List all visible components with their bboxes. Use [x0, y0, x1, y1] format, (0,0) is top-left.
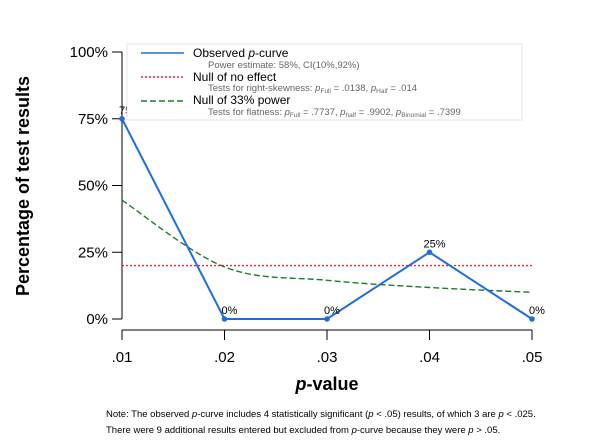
legend-box [126, 43, 523, 121]
legend-observed-sub: Power estimate: 58%, CI(10%,92%) [208, 60, 360, 71]
observed-point-label: 0% [324, 305, 340, 317]
observed-point [324, 316, 330, 322]
observed-point [529, 316, 535, 322]
x-tick-label: .03 [317, 349, 338, 366]
legend-observed-label: Observed p-curve [193, 46, 289, 60]
observed-point [119, 115, 125, 122]
x-axis-ticks: .01 .02 .03 .04 .05 [112, 330, 543, 366]
y-axis-title: Percentage of test results [13, 76, 33, 296]
y-tick-label: 25% [78, 244, 108, 261]
observed-point-label: 0% [529, 305, 545, 317]
null-33-power-line [121, 199, 533, 293]
legend-null-sub: Tests for right-skewness: pFull = .0138,… [208, 83, 417, 95]
legend: Observed p-curve Power estimate: 58%, CI… [126, 43, 523, 121]
y-axis-ticks: 0% 25% 50% 75% 100% [70, 44, 122, 328]
legend-null-label: Null of no effect [193, 70, 277, 84]
y-tick-label: 100% [70, 44, 108, 61]
observed-point-label: 0% [222, 305, 238, 317]
x-tick-label: .01 [112, 349, 133, 366]
series-layer: 75%0%0%25%0% [119, 105, 545, 322]
x-tick-label: .02 [214, 349, 235, 366]
y-tick-label: 75% [78, 111, 108, 128]
legend-power-sub: Tests for flatness: pFull = .7737, phalf… [208, 107, 461, 119]
legend-power-label: Null of 33% power [193, 93, 290, 107]
y-tick-label: 50% [78, 178, 108, 195]
observed-point [221, 316, 228, 322]
observed-point-label: 25% [424, 238, 446, 250]
chart-footnote: Note: The observed p-curve includes 4 st… [106, 409, 536, 436]
x-axis-title: p-value [294, 374, 358, 394]
x-tick-label: .05 [522, 349, 543, 366]
observed-point [426, 249, 433, 256]
y-tick-label: 0% [86, 311, 108, 328]
x-tick-label: .04 [419, 349, 440, 366]
